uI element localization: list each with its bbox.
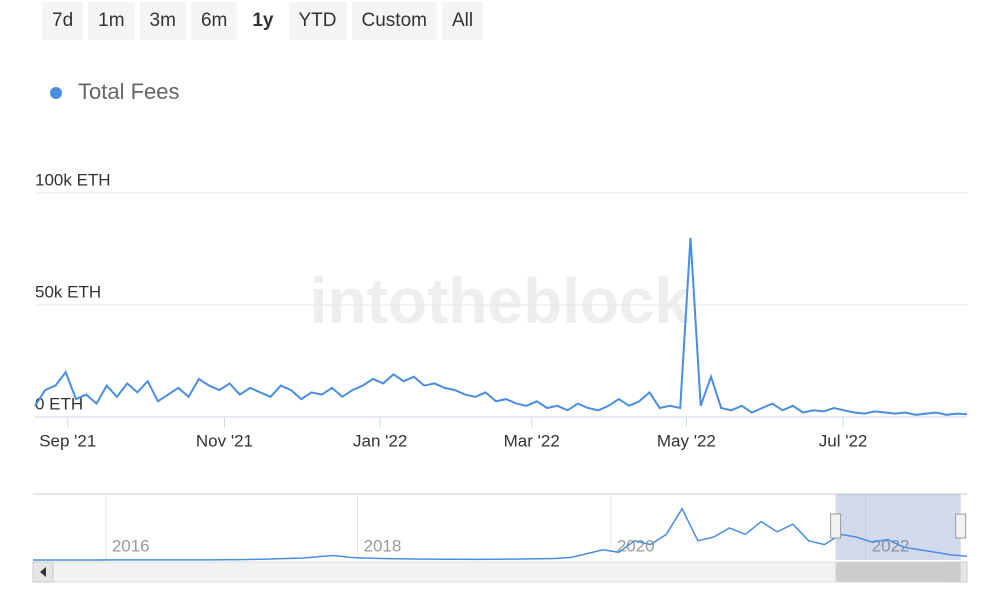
navigator-label: 2016	[112, 536, 150, 555]
legend-label[interactable]: Total Fees	[78, 79, 180, 104]
y-tick-label: 100k ETH	[35, 170, 111, 189]
scrollbar[interactable]	[32, 561, 968, 583]
navigator-frame	[33, 494, 967, 560]
navigator-mask	[835, 494, 961, 560]
y-tick-label: 0 ETH	[35, 394, 83, 413]
y-tick-label: 50k ETH	[35, 282, 101, 301]
scrollbar-thumb[interactable]	[835, 562, 961, 582]
x-tick-label: Sep '21	[39, 431, 96, 450]
range-selector: 7d 1m 3m 6m 1y YTD Custom All	[42, 2, 484, 40]
range-button[interactable]: 6m	[190, 2, 238, 40]
navigator-handle[interactable]	[830, 513, 842, 539]
range-button[interactable]: 3m	[139, 2, 186, 40]
x-tick-label: Jul '22	[819, 431, 868, 450]
range-button[interactable]: 1m	[88, 2, 135, 40]
range-button[interactable]: 1y	[242, 2, 284, 40]
navigator-handle[interactable]	[955, 513, 967, 539]
arrow-left	[40, 567, 46, 577]
navigator-label: 2020	[617, 536, 655, 555]
navigator-series	[33, 507, 968, 561]
watermark: intotheblock	[310, 265, 691, 337]
range-button[interactable]: Custom	[351, 2, 437, 40]
x-tick-label: Mar '22	[504, 431, 560, 450]
legend-marker	[50, 87, 62, 99]
x-tick-label: Jan '22	[353, 431, 407, 450]
range-button[interactable]: YTD	[288, 2, 347, 40]
line-series	[34, 237, 968, 416]
x-tick-label: May '22	[657, 431, 716, 450]
range-button[interactable]: 7d	[42, 2, 84, 40]
range-button[interactable]: All	[441, 2, 484, 40]
navigator-label: 2018	[364, 536, 402, 555]
x-tick-label: Nov '21	[196, 431, 253, 450]
